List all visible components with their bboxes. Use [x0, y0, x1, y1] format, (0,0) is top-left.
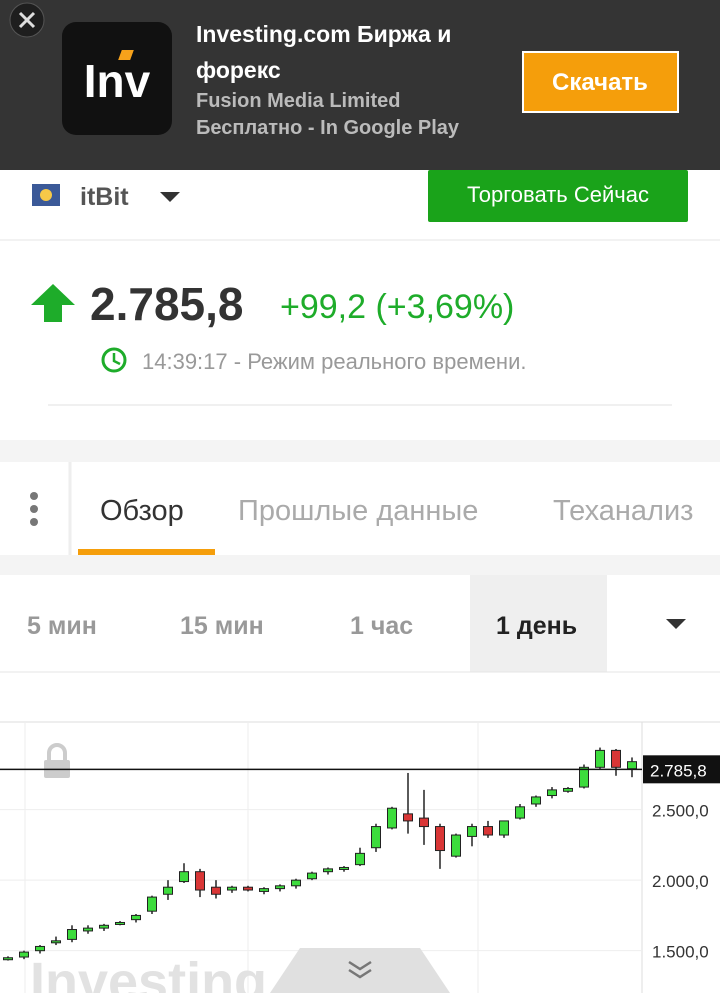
- candle-body: [611, 749, 621, 768]
- candle-body: [627, 761, 637, 770]
- tab[interactable]: Теханализ: [553, 495, 693, 527]
- candle-body: [371, 826, 381, 849]
- tab-underline: [78, 549, 215, 555]
- candle-body: [147, 896, 157, 912]
- flag-icon: [40, 189, 52, 201]
- candle-body: [19, 951, 29, 958]
- candle-body: [515, 806, 525, 819]
- y-tick-label: 2.000,0: [652, 872, 709, 891]
- tab[interactable]: Обзор: [100, 495, 184, 527]
- up-arrow: [31, 284, 75, 322]
- price-info: Бесплатно - In Google Play: [196, 117, 460, 139]
- candle-body: [227, 886, 237, 891]
- candle-body: [163, 886, 173, 895]
- candle-body: [579, 766, 589, 788]
- candle-body: [211, 886, 221, 895]
- candle-body: [291, 879, 301, 887]
- price-change: +99,2 (+3,69%): [280, 288, 514, 326]
- candle-body: [483, 826, 493, 836]
- close-button[interactable]: [9, 2, 45, 38]
- trade-button[interactable]: Торговать Сейчас: [428, 170, 688, 222]
- candle-body: [275, 885, 285, 890]
- candle-body: [179, 871, 189, 883]
- candle-body: [435, 826, 445, 852]
- candle-body: [51, 940, 61, 944]
- candle-body: [355, 852, 365, 866]
- download-button[interactable]: Скачать: [522, 51, 679, 113]
- trade-label[interactable]: Торговать Сейчас: [467, 182, 649, 207]
- period-selected: [470, 575, 607, 672]
- candle-body: [499, 820, 509, 836]
- period[interactable]: 1 день: [496, 612, 577, 640]
- chart-handle[interactable]: [270, 948, 450, 993]
- app-title: Investing.com Биржа и: [196, 21, 451, 47]
- publisher: Fusion Media Limited: [196, 90, 400, 112]
- candle-body: [115, 921, 125, 925]
- period[interactable]: 5 мин: [27, 612, 97, 640]
- app-logo: [62, 22, 172, 135]
- candle-body: [387, 807, 397, 829]
- tab-bar: [0, 462, 720, 555]
- logo-text: Inv: [84, 55, 151, 107]
- candle-body: [339, 866, 349, 870]
- chevron[interactable]: [348, 960, 372, 979]
- candle-body: [67, 929, 77, 940]
- candle-body: [595, 749, 605, 768]
- gap: [0, 440, 720, 462]
- candle-body: [83, 927, 93, 932]
- y-tick-label: 1.500,0: [652, 943, 709, 962]
- lock-icon: [44, 743, 70, 778]
- more-menu[interactable]: [30, 492, 38, 526]
- last-price-label: 2.785,8: [650, 761, 707, 780]
- dropdown-arrow[interactable]: [160, 192, 180, 202]
- candle-body: [259, 888, 269, 892]
- watermark: Investing: [30, 952, 267, 993]
- candle-body: [547, 789, 557, 797]
- period[interactable]: 15 мин: [180, 612, 264, 640]
- y-tick-label: 2.500,0: [652, 802, 709, 821]
- candle-body: [563, 787, 573, 792]
- candle-body: [419, 817, 429, 828]
- candle-body: [467, 826, 477, 837]
- candle-body: [243, 886, 253, 891]
- price: 2.785,8: [90, 278, 243, 330]
- candle-body: [323, 868, 333, 873]
- logo-accent: [118, 50, 134, 60]
- quote-time: 14:39:17 - Режим реального времени.: [142, 349, 526, 374]
- period-dropdown[interactable]: [666, 619, 686, 629]
- candle-body: [307, 872, 317, 880]
- candle-body: [531, 796, 541, 805]
- candle-body: [131, 914, 141, 921]
- candle-body: [99, 924, 109, 929]
- candle-body: [403, 813, 413, 822]
- download-label[interactable]: Скачать: [552, 69, 648, 96]
- clock-icon: [101, 347, 127, 373]
- app-title: форекс: [196, 57, 281, 83]
- candle-body: [451, 834, 461, 857]
- tab[interactable]: Прошлые данные: [238, 495, 478, 527]
- gap: [0, 555, 720, 575]
- period[interactable]: 1 час: [350, 612, 413, 640]
- candle-body: [35, 945, 45, 952]
- last-price-box: [643, 755, 720, 784]
- instrument-name[interactable]: itBit: [80, 183, 129, 211]
- candle-body: [3, 957, 13, 961]
- candle-body: [195, 871, 205, 891]
